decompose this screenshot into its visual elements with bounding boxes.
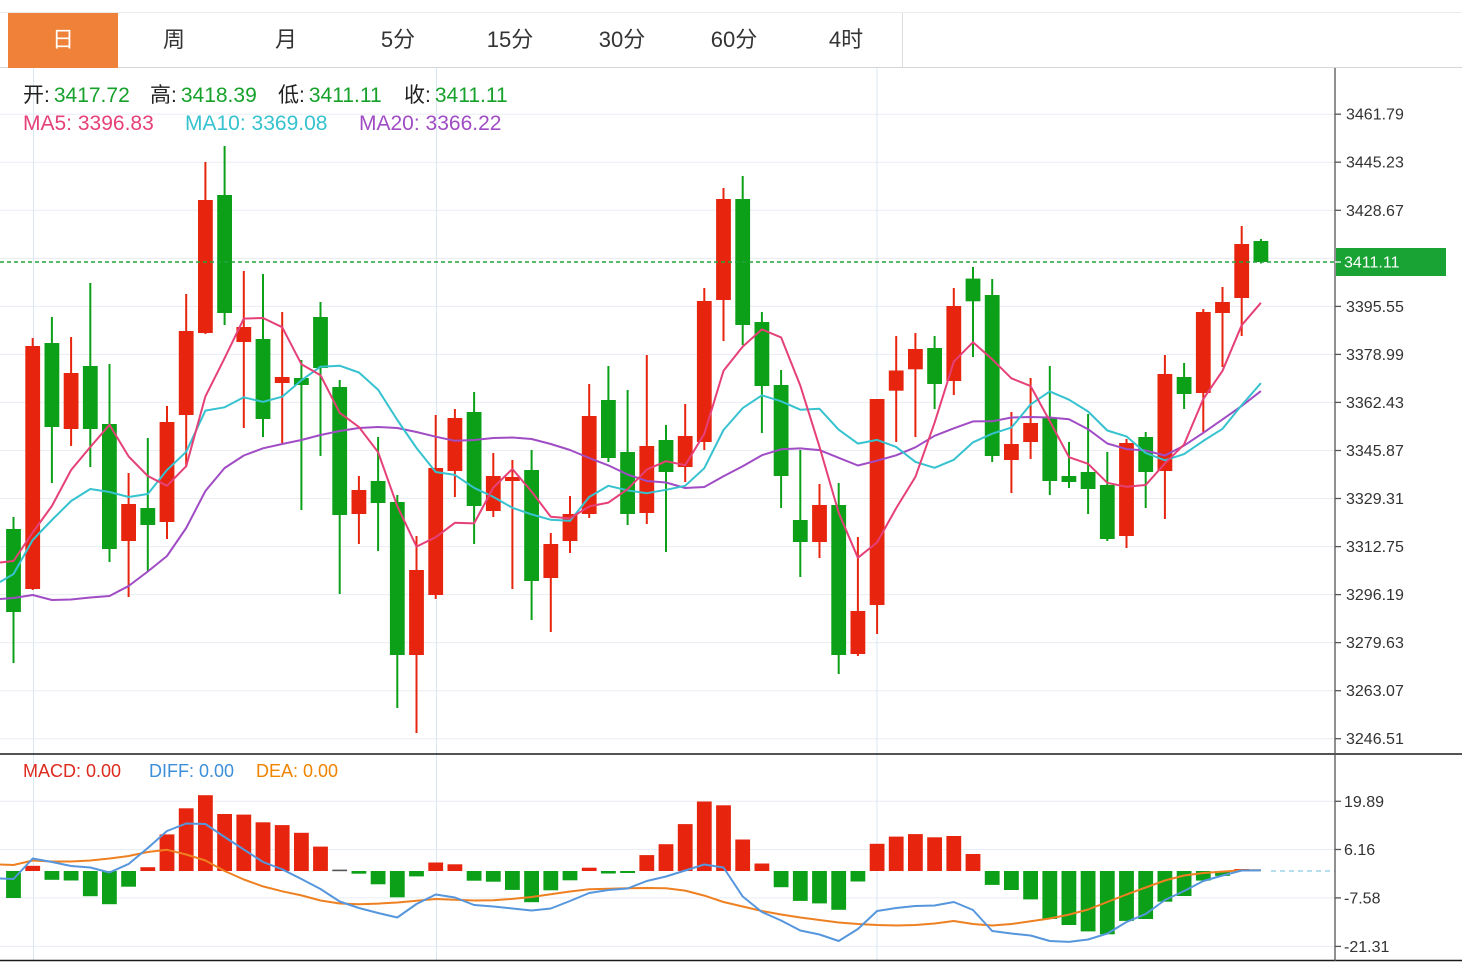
svg-text:3312.75: 3312.75 bbox=[1346, 539, 1404, 556]
svg-text:-7.58: -7.58 bbox=[1344, 890, 1381, 907]
svg-text:MA20: 3366.22: MA20: 3366.22 bbox=[359, 112, 501, 135]
svg-text:3428.67: 3428.67 bbox=[1346, 203, 1404, 220]
svg-text:3246.51: 3246.51 bbox=[1346, 731, 1404, 748]
svg-text:3411.11: 3411.11 bbox=[1344, 255, 1400, 272]
svg-text:6.16: 6.16 bbox=[1344, 842, 1375, 859]
svg-text:开:3417.72: 开: 3417.72 bbox=[23, 84, 130, 107]
svg-text:3345.87: 3345.87 bbox=[1346, 443, 1404, 460]
svg-text:MACD: 0.00: MACD: 0.00 bbox=[23, 761, 121, 781]
svg-text:3378.99: 3378.99 bbox=[1346, 347, 1404, 364]
svg-text:DIFF: 0.00: DIFF: 0.00 bbox=[149, 761, 234, 781]
svg-text:3461.79: 3461.79 bbox=[1346, 107, 1404, 124]
svg-text:DEA: 0.00: DEA: 0.00 bbox=[256, 761, 338, 781]
svg-text:3362.43: 3362.43 bbox=[1346, 395, 1404, 412]
svg-text:19.89: 19.89 bbox=[1344, 794, 1384, 811]
svg-text:3279.63: 3279.63 bbox=[1346, 635, 1404, 652]
svg-text:3296.19: 3296.19 bbox=[1346, 587, 1404, 604]
svg-text:MA10: 3369.08: MA10: 3369.08 bbox=[185, 112, 327, 135]
svg-text:高:3418.39: 高: 3418.39 bbox=[150, 84, 257, 107]
svg-text:3263.07: 3263.07 bbox=[1346, 683, 1404, 700]
svg-text:-21.31: -21.31 bbox=[1344, 939, 1389, 956]
svg-text:MA5: 3396.83: MA5: 3396.83 bbox=[23, 112, 154, 135]
svg-text:3395.55: 3395.55 bbox=[1346, 299, 1404, 316]
svg-text:3329.31: 3329.31 bbox=[1346, 491, 1404, 508]
svg-text:低:3411.11: 低: 3411.11 bbox=[278, 84, 382, 107]
svg-text:3445.23: 3445.23 bbox=[1346, 155, 1404, 172]
svg-text:收:3411.11: 收: 3411.11 bbox=[404, 84, 508, 107]
